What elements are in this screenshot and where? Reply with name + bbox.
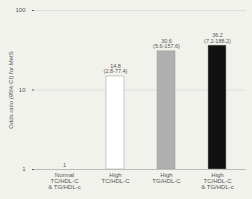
svg-text:1: 1	[22, 166, 26, 172]
svg-text:HighTC/HDL-C& TG/HDL-c: HighTC/HDL-C& TG/HDL-c	[201, 172, 234, 190]
svg-text:14.8(2.8-77.4): 14.8(2.8-77.4)	[104, 63, 128, 75]
svg-text:NormalTC/HDL-C& TG/HDL-c: NormalTC/HDL-C& TG/HDL-c	[48, 172, 81, 190]
svg-text:10: 10	[19, 87, 26, 93]
svg-text:HighTC/HDL-C: HighTC/HDL-C	[102, 172, 131, 184]
svg-text:HighTG/HDL-C: HighTG/HDL-C	[152, 172, 181, 184]
svg-text:36.2(7.2-188.2): 36.2(7.2-188.2)	[204, 32, 231, 44]
svg-text:Odds ratio (95% CI) for MetS: Odds ratio (95% CI) for MetS	[8, 51, 14, 128]
svg-text:1: 1	[63, 162, 66, 168]
svg-text:30.6(5.6-157.6): 30.6(5.6-157.6)	[153, 38, 180, 50]
svg-text:100: 100	[15, 7, 26, 13]
